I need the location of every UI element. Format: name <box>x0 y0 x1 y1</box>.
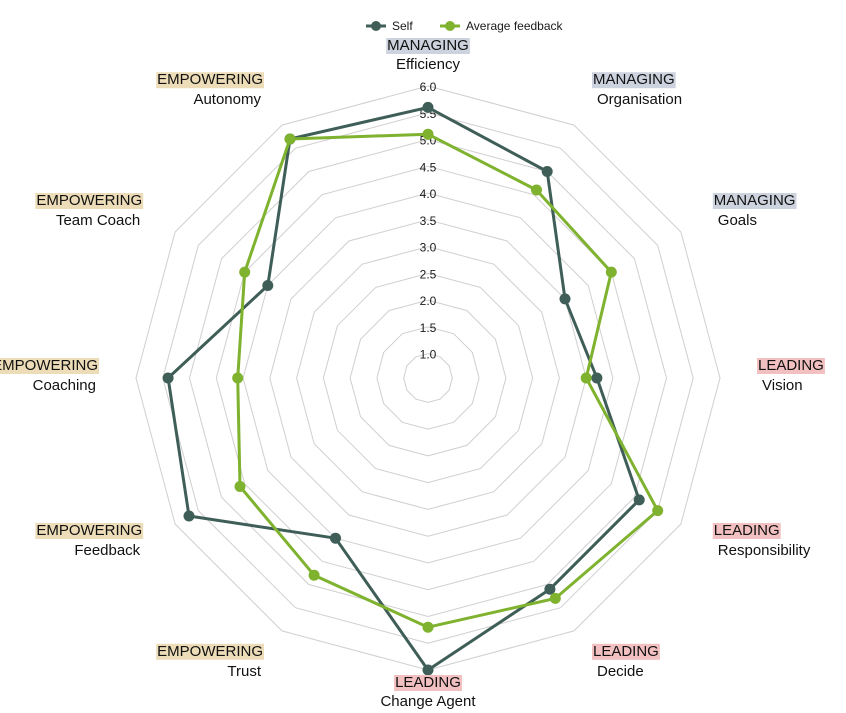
group-label: EMPOWERING <box>36 192 142 209</box>
grid-ring <box>162 112 694 644</box>
category-label: Coaching <box>33 377 96 394</box>
category-label: Efficiency <box>396 56 460 73</box>
tick-label: 2.0 <box>420 294 437 308</box>
data-point <box>559 293 571 305</box>
axis-label-decide: LEADING Decide <box>592 643 660 680</box>
data-point <box>652 505 664 517</box>
tick-label: 2.5 <box>420 267 437 281</box>
legend-item: Self <box>366 19 413 33</box>
group-highlight <box>592 643 660 660</box>
tick-label: 4.0 <box>420 187 437 201</box>
axis-label-goals: MANAGING Goals <box>712 192 797 229</box>
data-point <box>284 133 296 145</box>
data-point <box>544 583 556 595</box>
axis-labels: MANAGINGEfficiencyMANAGINGOrganisationMA… <box>0 37 825 710</box>
axis-label-coaching: EMPOWERING Coaching <box>0 357 100 394</box>
category-label: Responsibility <box>718 542 811 559</box>
category-label: Autonomy <box>193 91 261 108</box>
axis-label-efficiency: MANAGING Efficiency <box>386 37 470 73</box>
data-point <box>232 372 244 384</box>
data-point <box>162 372 174 384</box>
data-point <box>183 510 195 522</box>
data-point <box>422 101 434 113</box>
axis-label-autonomy: EMPOWERING Autonomy <box>156 71 264 108</box>
tick-labels: 1.01.52.02.53.03.54.04.55.05.56.0 <box>420 80 437 362</box>
axis-label-team-coach: EMPOWERING Team Coach <box>35 192 144 229</box>
group-highlight <box>156 72 264 89</box>
category-label: Vision <box>762 377 803 394</box>
data-point <box>262 280 274 291</box>
axis-label-organisation: MANAGING Organisation <box>592 71 682 108</box>
group-highlight <box>35 193 144 209</box>
data-point <box>330 532 341 544</box>
axis-label-vision: LEADING Vision <box>757 357 825 394</box>
category-label: Trust <box>227 663 261 680</box>
group-highlight <box>592 72 676 89</box>
data-point <box>541 166 553 177</box>
legend-swatch-marker <box>445 21 455 31</box>
tick-label: 4.5 <box>420 160 437 174</box>
category-label: Team Coach <box>56 212 140 229</box>
data-point <box>591 372 603 384</box>
data-point <box>549 592 561 604</box>
category-label: Change Agent <box>380 693 476 710</box>
grid-ring <box>403 353 453 403</box>
data-point <box>422 621 434 633</box>
category-label: Decide <box>597 663 644 680</box>
grid-ring <box>349 299 507 457</box>
tick-label: 1.5 <box>420 321 437 335</box>
group-label: MANAGING <box>387 37 469 54</box>
group-label: EMPOWERING <box>157 643 263 660</box>
tick-label: 1.0 <box>420 348 437 362</box>
data-point <box>580 372 592 384</box>
legend-label: Average feedback <box>466 19 564 33</box>
grid-ring <box>376 326 480 430</box>
data-point <box>234 481 246 492</box>
group-highlight <box>712 523 781 539</box>
tick-label: 6.0 <box>420 80 437 94</box>
group-label: LEADING <box>593 643 659 660</box>
category-label: Organisation <box>597 91 682 108</box>
group-highlight <box>394 675 462 691</box>
data-point <box>605 266 617 278</box>
tick-label: 3.5 <box>420 214 437 228</box>
data-point <box>422 664 434 676</box>
group-label: LEADING <box>714 522 780 539</box>
data-point <box>308 569 320 581</box>
grid-ring <box>188 138 668 618</box>
group-highlight <box>35 523 144 539</box>
data-point <box>239 266 251 278</box>
legend-label: Self <box>392 19 413 33</box>
grid-ring <box>215 165 641 591</box>
category-label: Feedback <box>74 542 140 559</box>
group-highlight <box>386 38 470 54</box>
legend-swatch-marker <box>371 21 381 31</box>
group-highlight <box>712 193 797 209</box>
tick-label: 3.0 <box>420 241 437 255</box>
data-series <box>162 101 664 676</box>
group-label: MANAGING <box>593 71 675 88</box>
legend-item: Average feedback <box>440 19 564 33</box>
data-point <box>633 494 645 506</box>
group-label: EMPOWERING <box>0 357 98 374</box>
group-label: LEADING <box>395 674 461 691</box>
group-highlight <box>0 358 100 374</box>
group-highlight <box>156 643 264 660</box>
legend: Self Average feedback <box>366 19 564 33</box>
category-label: Goals <box>718 212 757 229</box>
axis-label-responsibility: LEADING Responsibility <box>712 522 811 559</box>
grid-ring <box>322 272 534 484</box>
data-point <box>422 128 434 140</box>
group-label: EMPOWERING <box>157 71 263 88</box>
axis-label-trust: EMPOWERING Trust <box>156 643 264 680</box>
group-label: EMPOWERING <box>36 522 142 539</box>
group-label: MANAGING <box>714 192 796 209</box>
group-label: LEADING <box>758 357 824 374</box>
axis-label-change-agent: LEADING Change Agent <box>380 674 476 710</box>
group-highlight <box>757 358 825 374</box>
axis-label-feedback: EMPOWERING Feedback <box>35 522 144 559</box>
data-point <box>531 184 542 196</box>
grid-ring <box>296 246 560 510</box>
